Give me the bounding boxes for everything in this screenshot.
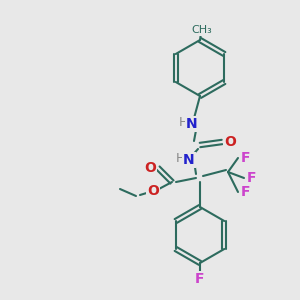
Text: O: O bbox=[224, 135, 236, 149]
Text: H: H bbox=[178, 116, 188, 130]
Text: F: F bbox=[240, 185, 250, 199]
Text: O: O bbox=[147, 184, 159, 198]
Text: F: F bbox=[240, 151, 250, 165]
Text: CH₃: CH₃ bbox=[192, 25, 212, 35]
Text: H: H bbox=[175, 152, 185, 166]
Text: F: F bbox=[195, 272, 205, 286]
Text: N: N bbox=[183, 153, 195, 167]
Text: O: O bbox=[144, 161, 156, 175]
Text: N: N bbox=[186, 117, 198, 131]
Text: F: F bbox=[246, 171, 256, 185]
